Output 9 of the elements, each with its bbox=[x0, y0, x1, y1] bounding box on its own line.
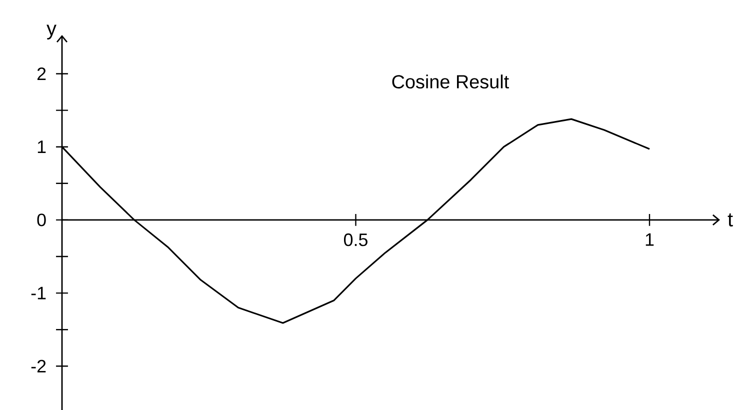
y-axis-title: y bbox=[46, 24, 56, 40]
y-tick-label: 0 bbox=[37, 214, 46, 226]
x-tick-label: 0.5 bbox=[344, 233, 368, 246]
y-tick-label: -2 bbox=[31, 360, 46, 372]
x-axis-title: t bbox=[728, 213, 733, 226]
y-tick-label: 2 bbox=[37, 67, 46, 80]
y-tick-label: -1 bbox=[31, 286, 46, 300]
y-tick-label: 1 bbox=[38, 140, 46, 154]
text: Cosine Result bbox=[392, 74, 509, 88]
